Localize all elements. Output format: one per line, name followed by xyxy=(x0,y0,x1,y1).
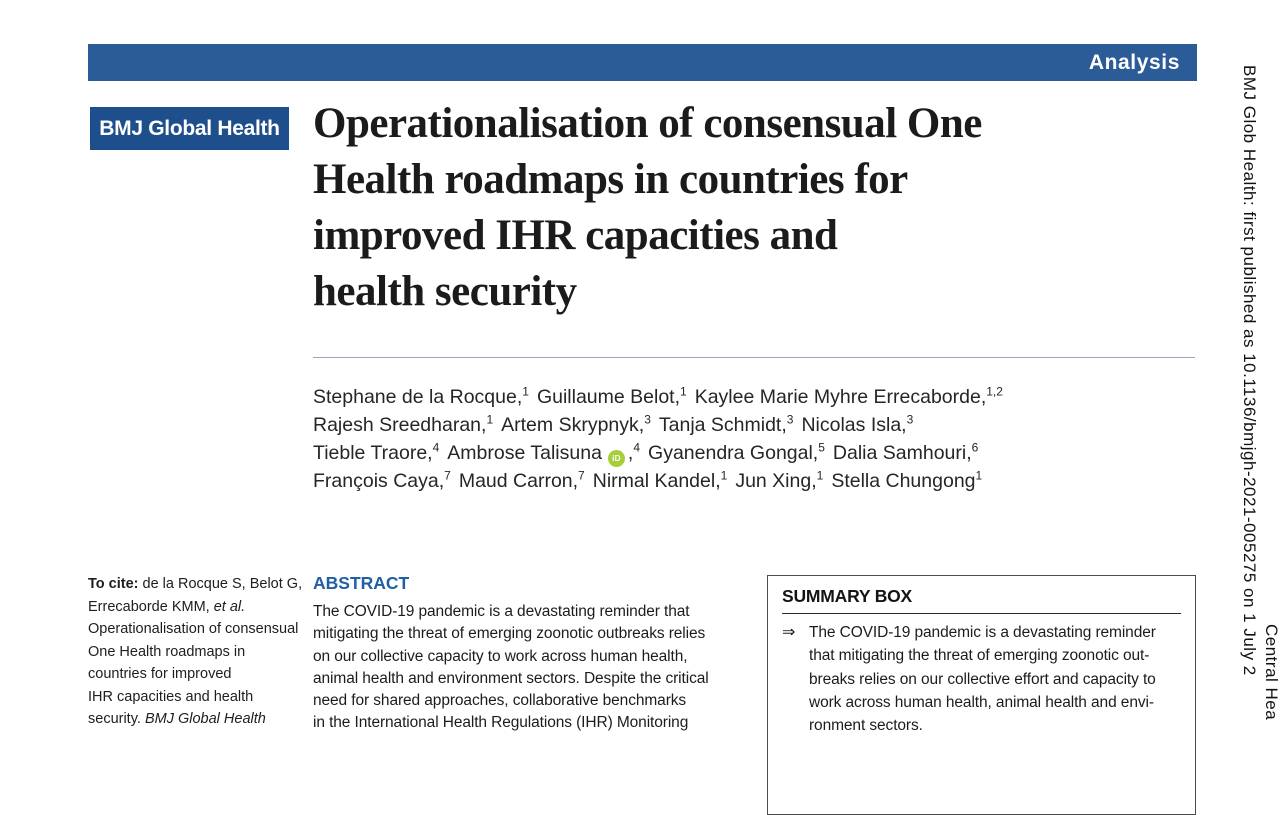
journal-name-italic: BMJ Global Health xyxy=(144,711,266,727)
author-affiliation-sup: 4 xyxy=(432,440,440,455)
orcid-icon[interactable]: iD xyxy=(607,450,625,467)
author-name: Nirmal Kandel,1 xyxy=(592,468,728,493)
summary-box: SUMMARY BOX ⇒ The COVID-19 pandemic is a… xyxy=(767,575,1196,815)
author-name: Tieble Traore,4 xyxy=(313,440,440,465)
author-affiliation-sup: 6 xyxy=(971,440,979,455)
article-type-banner: Analysis xyxy=(88,44,1197,81)
journal-edge-text: BMJ Glob Health: first published as 10.1… xyxy=(1240,65,1259,676)
author-affiliation-sup: 4 xyxy=(633,440,641,455)
citation-line: One Health roadmaps in xyxy=(88,643,246,660)
summary-box-heading: SUMMARY BOX xyxy=(782,586,913,606)
author-name: Jun Xing,1 xyxy=(735,468,824,493)
journal-edge-text-continued: Central Hea xyxy=(1262,624,1280,721)
abstract-heading: ABSTRACT xyxy=(313,573,410,593)
article-title: Operationalisation of consensual One Hea… xyxy=(313,96,1193,320)
author-line: Rajesh Sreedharan,1 Artem Skrypnyk,3 Tanja… xyxy=(313,411,1213,439)
author-affiliation-sup: 1 xyxy=(975,468,983,483)
author-affiliation-sup: 3 xyxy=(786,412,794,427)
author-name: Stella Chungong1 xyxy=(831,468,983,493)
author-list: Stephane de la Rocque,1 Guillaume Belot,1… xyxy=(313,383,1213,495)
author-name: Maud Carron,7 xyxy=(458,468,585,493)
author-line: Stephane de la Rocque,1 Guillaume Belot,1… xyxy=(313,383,1213,411)
summary-text-line: work across human health, animal health … xyxy=(809,693,1154,711)
author-name: Dalia Samhouri,6 xyxy=(832,440,979,465)
citation-line: countries for improved xyxy=(88,666,232,682)
author-affiliation-sup: 5 xyxy=(818,440,825,455)
author-affiliation-sup: 1 xyxy=(680,384,687,399)
summary-text-line: ronment sectors. xyxy=(809,717,923,735)
author-affiliation-sup: 1 xyxy=(720,468,728,483)
author-affiliation-sup: 3 xyxy=(644,412,651,427)
author-affiliation-sup: 1 xyxy=(816,468,824,483)
abstract-text-line: mitigating the threat of emerging zoonot… xyxy=(313,625,706,643)
author-name: Ambrose Talisuna iD ,4 xyxy=(447,440,641,467)
abstract-text-line: in the International Health Regulations … xyxy=(313,714,689,732)
author-name: Stephane de la Rocque,1 xyxy=(313,384,529,409)
author-affiliation-sup: 1 xyxy=(486,412,494,427)
journal-logo: BMJ Global Health xyxy=(90,107,289,150)
article-title-line: improved IHR capacities and xyxy=(313,212,838,259)
citation-line: IHR capacities and health xyxy=(88,688,254,705)
article-title-line: health security xyxy=(313,268,577,315)
summary-text-line: that mitigating the threat of emerging z… xyxy=(809,647,1150,665)
article-title-line: Operationalisation of consensual One xyxy=(313,100,982,147)
citation-block: To cite: de la Rocque S, Belot G, Erreca… xyxy=(88,573,310,731)
citation-line: security. BMJ Global Health xyxy=(88,711,266,727)
author-line: François Caya,7 Maud Carron,7 Nirmal Kande… xyxy=(313,467,1213,495)
summary-box-rule xyxy=(782,613,1181,614)
author-affiliation-sup: 1,2 xyxy=(986,384,1003,399)
author-affiliation-sup: 1 xyxy=(522,384,529,399)
double-arrow-bullet-icon: ⇒ xyxy=(782,624,796,641)
author-name: Artem Skrypnyk,3 xyxy=(501,412,651,437)
author-name: Gyanendra Gongal,5 xyxy=(648,440,825,465)
article-title-line: Health roadmaps in countries for xyxy=(313,156,908,203)
author-name: Tanja Schmidt,3 xyxy=(658,412,794,437)
author-name: Nicolas Isla,3 xyxy=(801,412,914,437)
article-type-label: Analysis xyxy=(1088,50,1180,74)
abstract-section: ABSTRACT The COVID-19 pandemic is a deva… xyxy=(313,573,749,735)
author-name: François Caya,7 xyxy=(313,468,451,493)
author-line: Tieble Traore,4 Ambrose Talisuna iD ,4 Gyane… xyxy=(313,439,1213,467)
abstract-text-line: need for shared approaches, collaborativ… xyxy=(313,692,687,710)
author-affiliation-sup: 3 xyxy=(906,412,914,427)
author-name: Rajesh Sreedharan,1 xyxy=(313,412,494,437)
abstract-text-line: The COVID-19 pandemic is a devastating r… xyxy=(313,603,690,620)
abstract-text-line: animal health and environment sectors. D… xyxy=(313,669,709,687)
summary-text-line: The COVID-19 pandemic is a devastating r… xyxy=(809,624,1156,641)
summary-list-item: ⇒ The COVID-19 pandemic is a devastating… xyxy=(782,621,1181,737)
title-divider xyxy=(313,357,1195,358)
journal-logo-text: BMJ Global Health xyxy=(99,116,280,140)
citation-line: To cite: de la Rocque S, Belot G, xyxy=(88,576,303,592)
author-name: Guillaume Belot,1 xyxy=(536,384,687,409)
author-name: Kaylee Marie Myhre Errecaborde,1,2 xyxy=(694,384,1003,409)
citation-line: Operationalisation of consensual xyxy=(88,621,299,637)
abstract-text-line: on our collective capacity to work acros… xyxy=(313,647,688,665)
summary-text-line: breaks relies on our collective effort a… xyxy=(809,670,1156,688)
author-affiliation-sup: 7 xyxy=(444,468,451,483)
citation-line: Errecaborde KMM, et al. xyxy=(88,598,246,615)
author-affiliation-sup: 7 xyxy=(578,468,585,483)
